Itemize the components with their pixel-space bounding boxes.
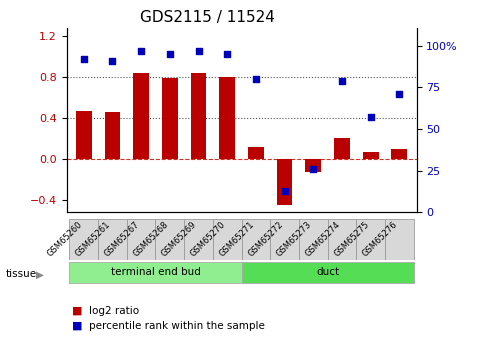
Bar (328, 219, 356, 260)
Bar (191, 73, 207, 159)
Text: GSM65269: GSM65269 (160, 219, 199, 258)
Point (108, 58, 116, 63)
Point (80, 56, 88, 62)
Point (395, 91, 403, 97)
Text: duct: duct (316, 267, 339, 277)
Point (367, 115, 375, 120)
Text: percentile rank within the sample: percentile rank within the sample (89, 321, 265, 331)
Bar (277, 159, 292, 205)
Bar (242, 219, 270, 260)
Bar (270, 219, 299, 260)
Text: tissue: tissue (6, 269, 37, 279)
Point (281, 188, 288, 193)
Bar (242, 262, 414, 284)
Bar (305, 159, 321, 172)
Bar (155, 219, 184, 260)
Text: GSM65272: GSM65272 (246, 219, 284, 258)
Text: terminal end bud: terminal end bud (110, 267, 201, 277)
Bar (299, 219, 328, 260)
Bar (184, 219, 213, 260)
Point (195, 48, 203, 53)
Bar (162, 78, 178, 159)
Text: GSM65274: GSM65274 (304, 219, 342, 258)
Bar (363, 152, 379, 159)
Bar (98, 219, 127, 260)
Bar (219, 77, 235, 159)
Text: GSM65270: GSM65270 (189, 219, 227, 258)
Text: ■: ■ (71, 321, 82, 331)
Bar (334, 138, 350, 159)
Point (166, 51, 174, 57)
Text: GDS2115 / 11524: GDS2115 / 11524 (140, 10, 275, 25)
Bar (76, 111, 92, 159)
Point (137, 48, 145, 53)
Text: log2 ratio: log2 ratio (89, 306, 139, 315)
Text: GSM65273: GSM65273 (275, 219, 313, 258)
Text: GSM65276: GSM65276 (361, 219, 399, 258)
Bar (70, 262, 242, 284)
Bar (391, 149, 407, 159)
Bar (105, 112, 120, 159)
Point (338, 78, 346, 83)
Text: GSM65267: GSM65267 (103, 219, 141, 258)
Bar (213, 219, 242, 260)
Bar (356, 219, 385, 260)
Point (252, 76, 260, 82)
Point (309, 166, 317, 172)
Point (223, 51, 231, 57)
Bar (70, 219, 98, 260)
Bar (385, 219, 414, 260)
Text: GSM65275: GSM65275 (332, 219, 371, 258)
Bar (248, 147, 264, 159)
Text: GSM65260: GSM65260 (45, 219, 84, 258)
Bar (133, 73, 149, 159)
Text: GSM65268: GSM65268 (131, 219, 170, 258)
Text: GSM65271: GSM65271 (217, 219, 256, 258)
Text: ■: ■ (71, 306, 82, 315)
Text: ▶: ▶ (35, 269, 43, 279)
Bar (127, 219, 155, 260)
Text: GSM65261: GSM65261 (74, 219, 112, 258)
